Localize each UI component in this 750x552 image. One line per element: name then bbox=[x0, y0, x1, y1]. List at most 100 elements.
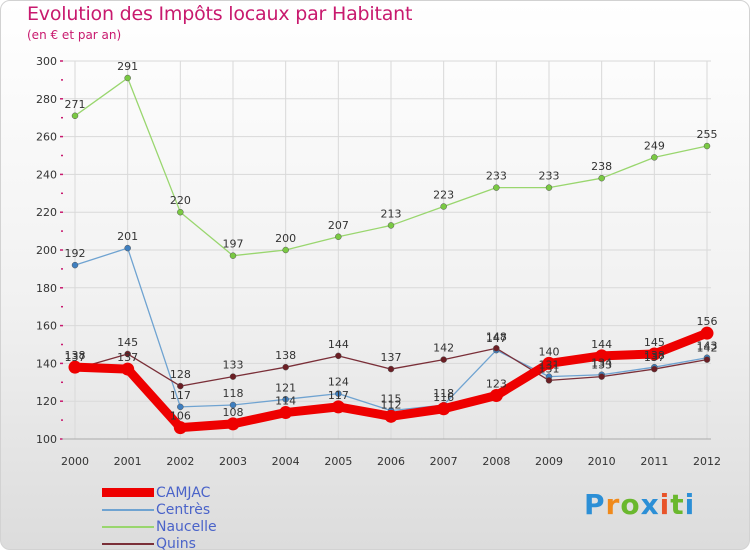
data-point-Centrès bbox=[71, 261, 79, 269]
data-label-Centrès: 121 bbox=[275, 381, 296, 394]
legend-swatch bbox=[102, 488, 154, 497]
data-label-CAMJAC: 117 bbox=[328, 389, 349, 402]
data-point-Quins bbox=[493, 345, 500, 352]
y-tick-label: 260 bbox=[36, 131, 57, 144]
data-point-Naucelle bbox=[124, 74, 131, 82]
data-label-Quins: 131 bbox=[539, 362, 560, 375]
x-tick-label: 2011 bbox=[640, 455, 668, 468]
x-tick-label: 2002 bbox=[166, 455, 194, 468]
x-tick-label: 2006 bbox=[377, 455, 405, 468]
data-label-Naucelle: 223 bbox=[433, 189, 454, 202]
data-label-Quins: 137 bbox=[644, 351, 665, 364]
data-label-Centrès: 147 bbox=[486, 332, 507, 345]
x-tick-label: 2012 bbox=[693, 455, 721, 468]
data-point-CAMJAC bbox=[279, 406, 293, 420]
data-point-Quins bbox=[387, 365, 395, 373]
data-point-Naucelle bbox=[651, 154, 658, 161]
legend-item: Centrès bbox=[102, 501, 217, 518]
grid-lines bbox=[62, 60, 711, 440]
x-tick-label: 2004 bbox=[272, 455, 300, 468]
data-label-Naucelle: 213 bbox=[381, 207, 402, 220]
data-point-CAMJAC bbox=[437, 402, 451, 416]
data-point-CAMJAC bbox=[700, 326, 714, 340]
logo-letter: P bbox=[584, 488, 606, 521]
data-label-CAMJAC: 138 bbox=[65, 349, 86, 362]
data-labels: 271 291 220 197 200 207 213 223 233 233 238 249 255 1… bbox=[65, 60, 718, 423]
y-tick-label: 300 bbox=[36, 55, 57, 68]
x-tick-label: 2008 bbox=[482, 455, 510, 468]
data-label-Naucelle: 291 bbox=[117, 60, 138, 73]
data-label-Quins: 133 bbox=[223, 359, 244, 372]
data-point-Quins bbox=[282, 363, 289, 371]
data-point-Naucelle bbox=[545, 184, 553, 191]
data-label-Centrès: 115 bbox=[381, 393, 402, 406]
y-tick-label: 200 bbox=[36, 244, 57, 257]
data-point-Quins bbox=[440, 356, 447, 363]
legend: CAMJAC Centrès Naucelle Quins bbox=[102, 484, 217, 552]
data-point-CAMJAC bbox=[173, 421, 187, 435]
y-tick-label: 180 bbox=[36, 282, 57, 295]
data-label-Centrès: 117 bbox=[170, 389, 191, 402]
data-label-CAMJAC: 140 bbox=[539, 345, 560, 358]
data-label-Centrès: 124 bbox=[328, 376, 349, 389]
data-label-CAMJAC: 144 bbox=[591, 338, 612, 351]
data-label-CAMJAC: 114 bbox=[275, 395, 296, 408]
data-label-Quins: 138 bbox=[275, 349, 296, 362]
data-point-Naucelle bbox=[177, 208, 184, 216]
data-point-CAMJAC bbox=[595, 349, 609, 363]
data-point-Naucelle bbox=[229, 252, 237, 259]
data-point-Quins bbox=[703, 356, 711, 363]
y-tick-label: 240 bbox=[36, 168, 57, 181]
logo-letter: t bbox=[670, 488, 685, 521]
data-label-Naucelle: 238 bbox=[591, 160, 612, 173]
data-label-Centrès: 192 bbox=[65, 247, 86, 260]
data-point-Quins bbox=[598, 373, 605, 380]
data-label-Centrès: 143 bbox=[697, 340, 718, 353]
legend-label: Centrès bbox=[156, 501, 211, 518]
chart-subtitle: (en € et par an) bbox=[27, 28, 122, 42]
data-label-Quins: 145 bbox=[117, 336, 138, 349]
data-label-CAMJAC: 106 bbox=[170, 410, 191, 423]
x-tick-label: 2005 bbox=[324, 455, 352, 468]
data-label-Naucelle: 220 bbox=[170, 194, 191, 207]
y-tick-label: 280 bbox=[36, 93, 57, 106]
legend-label: Quins bbox=[156, 535, 196, 552]
data-point-Naucelle bbox=[282, 246, 289, 254]
data-label-Quins: 128 bbox=[170, 368, 191, 381]
legend-swatch bbox=[102, 542, 154, 545]
data-point-Quins bbox=[124, 350, 131, 358]
series-lines bbox=[68, 74, 714, 435]
data-point-Naucelle bbox=[335, 233, 342, 241]
data-point-Quins bbox=[651, 365, 658, 373]
data-point-Centrès bbox=[124, 244, 131, 252]
data-point-Quins bbox=[229, 373, 237, 380]
data-point-Naucelle bbox=[387, 222, 395, 229]
legend-label: CAMJAC bbox=[156, 484, 211, 501]
y-tick-label: 120 bbox=[36, 395, 57, 408]
data-label-Quins: 142 bbox=[433, 342, 454, 355]
data-point-CAMJAC bbox=[68, 360, 82, 374]
y-tick-label: 220 bbox=[36, 206, 57, 219]
data-point-Naucelle bbox=[493, 184, 500, 191]
logo-letter: o bbox=[620, 488, 641, 521]
legend-swatch bbox=[102, 525, 154, 528]
axes: 100 120 140 160 180 200 220 240 260 280 300 2000 200… bbox=[36, 55, 721, 468]
legend-label: Naucelle bbox=[156, 518, 217, 535]
data-label-CAMJAC: 112 bbox=[381, 398, 402, 411]
y-tick-label: 100 bbox=[36, 433, 57, 446]
x-tick-label: 2000 bbox=[61, 455, 89, 468]
data-point-Naucelle bbox=[598, 174, 605, 182]
data-label-Naucelle: 249 bbox=[644, 139, 665, 152]
data-point-Naucelle bbox=[71, 112, 79, 120]
logo-letter: r bbox=[605, 488, 621, 521]
data-point-Naucelle bbox=[440, 203, 447, 210]
data-label-Quins: 133 bbox=[591, 359, 612, 372]
data-label-CAMJAC: 145 bbox=[644, 336, 665, 349]
legend-item: Quins bbox=[102, 535, 217, 552]
data-point-Quins bbox=[335, 352, 342, 360]
y-tick-label: 160 bbox=[36, 320, 57, 333]
data-point-CAMJAC bbox=[226, 417, 240, 431]
x-tick-label: 2010 bbox=[588, 455, 616, 468]
logo-letter: x bbox=[640, 488, 660, 521]
